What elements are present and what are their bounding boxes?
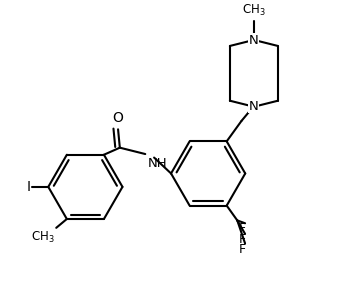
Text: NH: NH (148, 157, 168, 170)
Text: F: F (239, 233, 246, 246)
Text: O: O (113, 111, 124, 125)
Text: F: F (239, 243, 246, 256)
Text: I: I (26, 180, 31, 194)
Text: CH$_3$: CH$_3$ (31, 229, 54, 245)
Text: F: F (239, 222, 246, 235)
Text: CH$_3$: CH$_3$ (242, 3, 266, 18)
Text: N: N (249, 34, 259, 47)
Text: N: N (249, 99, 259, 112)
